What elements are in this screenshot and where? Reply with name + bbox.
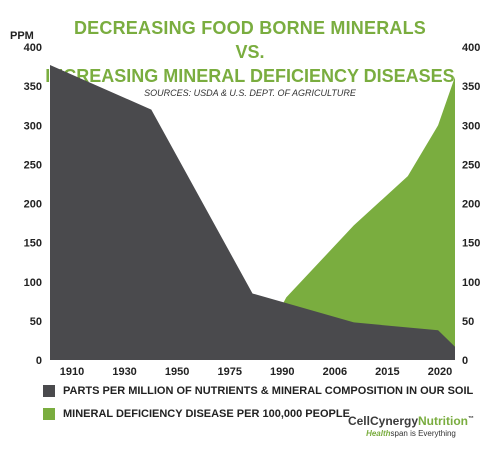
y-tick-right-100: 100 [462,277,480,289]
brand-name-part1: CellCynergy [347,414,418,428]
chart-title-line-3: INCREASING MINERAL DEFICIENCY DISEASES [45,66,455,86]
y-tick-left-400: 400 [24,42,42,54]
area-series-disease [252,76,455,360]
x-tick-2020: 2020 [428,366,452,378]
y-tick-left-350: 350 [24,81,42,93]
x-tick-2006: 2006 [323,366,347,378]
chart-sources: SOURCES: USDA & U.S. DEPT. OF AGRICULTUR… [144,88,356,98]
brand-logo: CellCynergyNutrition™ Healthspan is Ever… [348,414,474,438]
y-tick-left-0: 0 [36,355,42,367]
y-tick-left-50: 50 [30,316,42,328]
x-tick-1930: 1930 [112,366,136,378]
y-tick-left-300: 300 [24,120,42,132]
legend-swatch-soil [43,385,55,397]
brand-tagline-rest: span is Everything [390,429,456,438]
y-tick-left-150: 150 [24,238,42,250]
y-axis-left: 0 50 100 150 200 250 300 350 400 [24,42,42,367]
chart-title-line-1: DECREASING FOOD BORNE MINERALS [73,18,427,38]
x-tick-2015: 2015 [375,366,399,378]
x-tick-1990: 1990 [270,366,294,378]
legend-label-soil: PARTS PER MILLION OF NUTRIENTS & MINERAL… [63,385,474,397]
brand-tagline-accent: Health [366,429,391,438]
y-tick-right-150: 150 [462,238,480,250]
brand-name-part2: Nutrition [418,414,468,428]
y-tick-left-250: 250 [24,159,42,171]
chart-title-line-2: VS. [235,42,265,62]
y-tick-left-200: 200 [24,199,42,211]
area-series-soil [50,65,455,360]
legend-label-disease: MINERAL DEFICIENCY DISEASE PER 100,000 P… [63,408,350,420]
y-tick-right-350: 350 [462,81,480,93]
y-tick-right-0: 0 [462,355,468,367]
y-axis-unit-label: PPM [10,30,34,42]
legend-swatch-disease [43,408,55,420]
y-tick-right-250: 250 [462,159,480,171]
y-axis-right: 0 50 100 150 200 250 300 350 400 [462,42,480,367]
y-tick-right-300: 300 [462,120,480,132]
x-axis: 1910 1930 1950 1975 1990 2006 2015 2020 [60,366,452,378]
legend-item-soil: PARTS PER MILLION OF NUTRIENTS & MINERAL… [43,385,473,397]
y-tick-left-100: 100 [24,277,42,289]
legend-item-disease: MINERAL DEFICIENCY DISEASE PER 100,000 P… [43,408,350,420]
x-tick-1910: 1910 [60,366,84,378]
y-tick-right-200: 200 [462,199,480,211]
y-tick-right-400: 400 [462,42,480,54]
y-tick-right-50: 50 [462,316,474,328]
brand-tm: ™ [468,416,474,422]
x-tick-1950: 1950 [165,366,189,378]
plot-areas [50,65,455,360]
x-tick-1975: 1975 [217,366,241,378]
